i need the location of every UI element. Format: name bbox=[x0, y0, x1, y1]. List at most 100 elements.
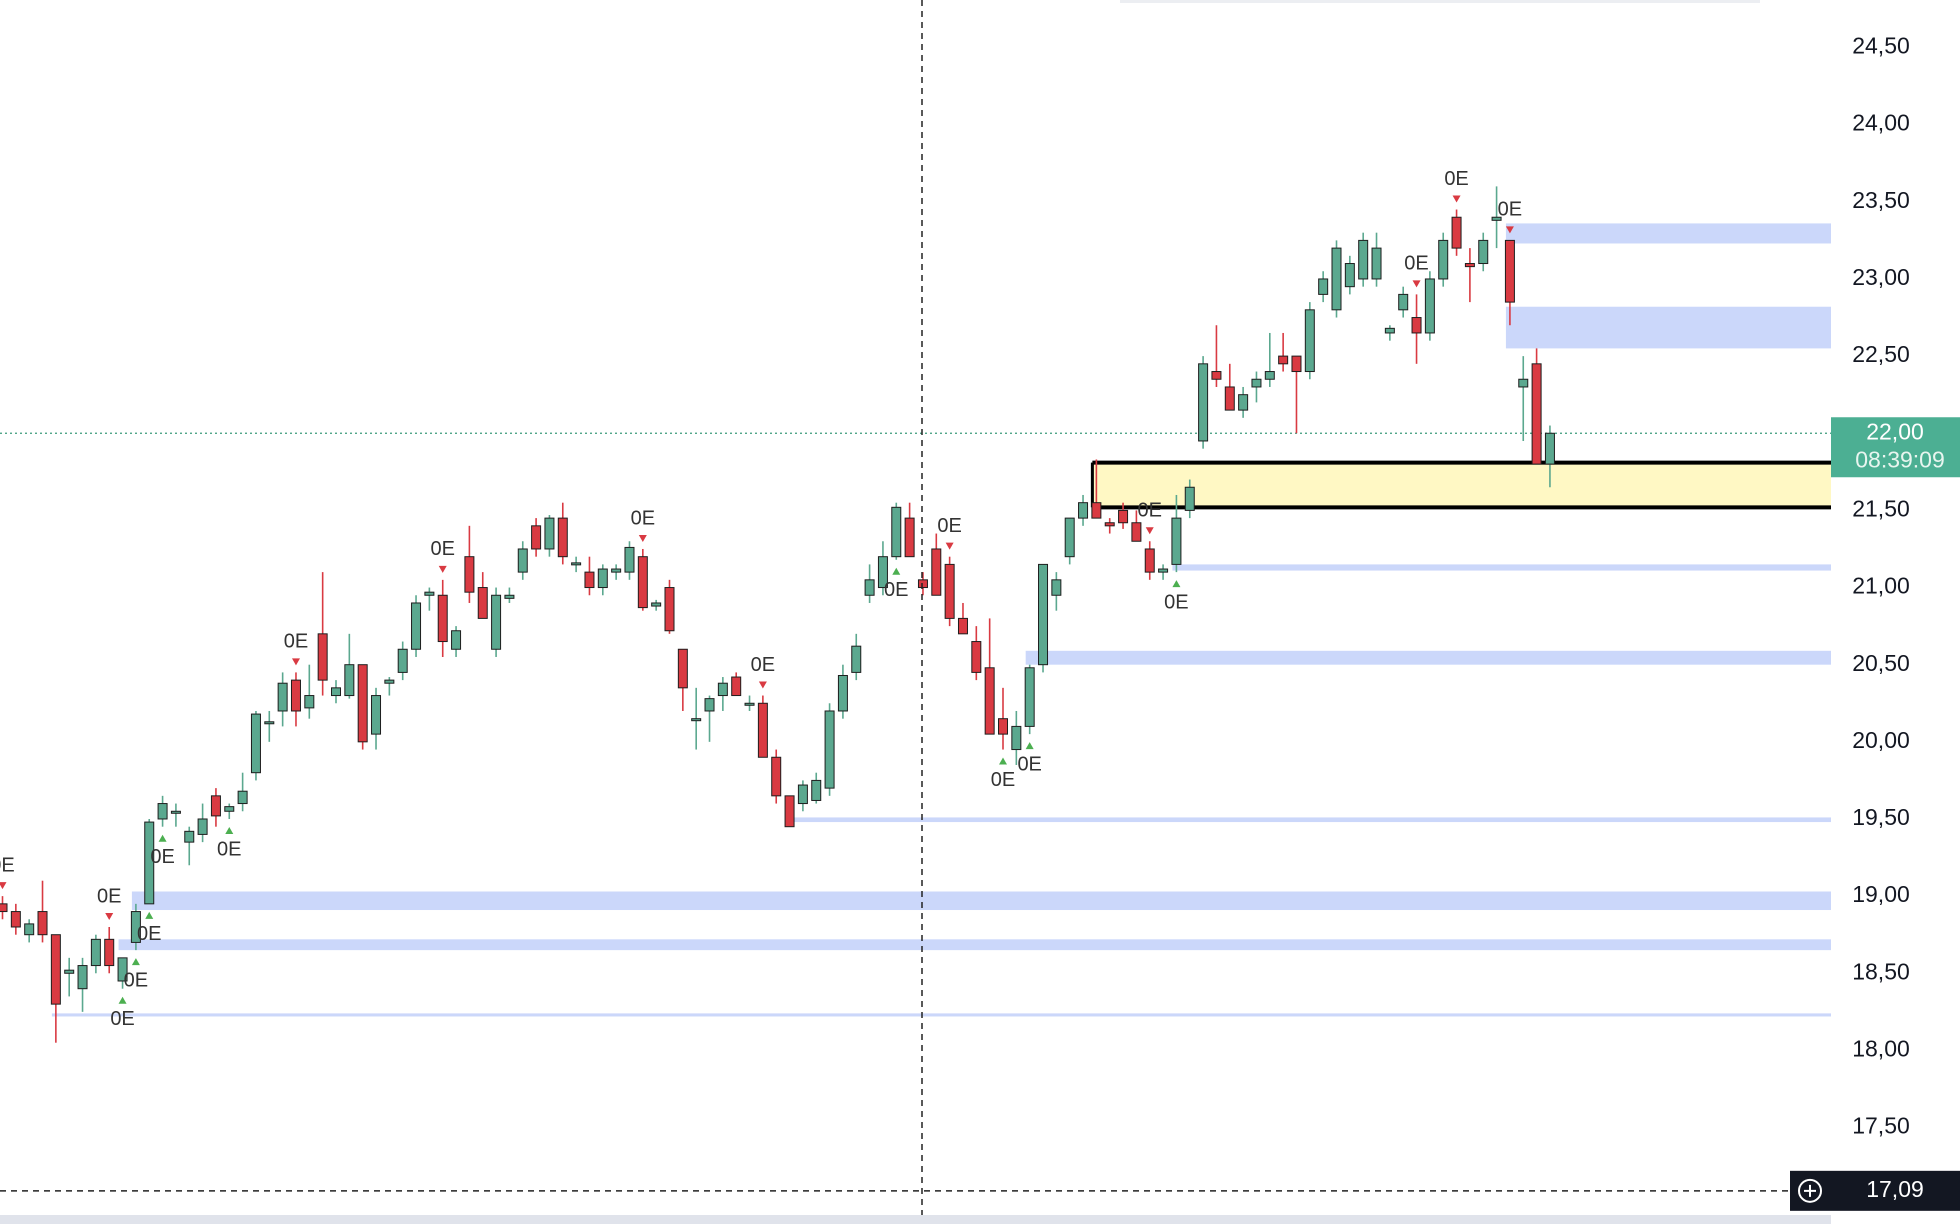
candle-body bbox=[1544, 432, 1555, 465]
candle-body bbox=[717, 682, 728, 697]
candle-body bbox=[1131, 522, 1142, 542]
candle-body bbox=[971, 641, 982, 673]
candle-body bbox=[1478, 239, 1489, 265]
candle-body bbox=[544, 517, 555, 550]
candle-body bbox=[1518, 378, 1529, 388]
candle-body bbox=[1064, 517, 1075, 558]
zone bbox=[1172, 564, 1831, 571]
y-tick-label: 23,50 bbox=[1852, 187, 1910, 213]
annotation: 0E bbox=[150, 846, 174, 868]
signal-arrow-up bbox=[1172, 580, 1181, 588]
y-tick-label: 24,50 bbox=[1852, 33, 1910, 59]
annotation: 0E bbox=[631, 507, 655, 529]
highlight-zone bbox=[1092, 462, 1831, 508]
annotation: 0E bbox=[137, 923, 161, 945]
candle-body bbox=[77, 965, 88, 990]
candle-body bbox=[1198, 363, 1209, 442]
zone bbox=[51, 1013, 1832, 1017]
candle-body bbox=[157, 803, 168, 820]
signal-arrow-up bbox=[892, 567, 901, 575]
candle-body bbox=[757, 702, 768, 758]
candle-body bbox=[1424, 278, 1435, 334]
candle-body bbox=[677, 648, 688, 689]
candle-body bbox=[1371, 247, 1382, 280]
signal-arrow-down bbox=[291, 658, 300, 666]
candle-body bbox=[984, 667, 995, 735]
candle-body bbox=[437, 594, 448, 643]
signal-arrow-up bbox=[145, 911, 154, 919]
zone bbox=[118, 939, 1831, 951]
candle-body bbox=[597, 568, 608, 589]
candle-body bbox=[1211, 371, 1222, 380]
candle-body bbox=[24, 923, 35, 936]
crosshair-price-box bbox=[1831, 1170, 1960, 1211]
candle-body bbox=[1344, 263, 1355, 288]
candle-body bbox=[117, 957, 128, 982]
candle-body bbox=[237, 790, 248, 805]
crosshair-add-icon bbox=[1804, 1184, 1816, 1197]
candle-body bbox=[504, 594, 515, 599]
candle-body bbox=[584, 571, 595, 589]
annotation: 0E bbox=[1164, 591, 1188, 613]
candle-body bbox=[1464, 263, 1475, 268]
last-price-box bbox=[1831, 417, 1960, 478]
candle-body bbox=[0, 903, 8, 913]
zone bbox=[1505, 223, 1831, 244]
annotation: 0E bbox=[1444, 168, 1468, 190]
signal-arrow-down bbox=[1412, 280, 1421, 288]
signal-arrow-down bbox=[758, 681, 767, 689]
candle-body bbox=[1278, 355, 1289, 365]
candle-body bbox=[731, 676, 742, 697]
y-tick-label: 19,00 bbox=[1852, 881, 1910, 907]
candle-body bbox=[1118, 509, 1129, 524]
candle-body bbox=[571, 562, 582, 566]
candle-body bbox=[611, 568, 622, 573]
candle-body bbox=[411, 602, 422, 650]
candle-body bbox=[744, 702, 755, 706]
last-price-label: 22,00 bbox=[1866, 418, 1924, 444]
candle-body bbox=[144, 821, 155, 905]
candle-body bbox=[864, 579, 875, 596]
plot: 0E0E0E0E0E0E0E0E0E0E0E0E0E0E0E0E0E0E0E0E bbox=[0, 168, 1832, 1043]
candle-body bbox=[877, 556, 888, 589]
candle-body bbox=[1384, 327, 1395, 334]
annotation: 0E bbox=[937, 515, 961, 537]
zone bbox=[1025, 650, 1831, 665]
candle-body bbox=[637, 556, 648, 609]
zone bbox=[1505, 306, 1831, 349]
candle-body bbox=[50, 934, 61, 1005]
time-scale-edge bbox=[0, 1215, 1831, 1224]
candle-body bbox=[931, 548, 942, 596]
candle-body bbox=[837, 674, 848, 712]
candle-body bbox=[891, 506, 902, 558]
annotation: 0E bbox=[1017, 753, 1041, 775]
candle-body bbox=[1158, 568, 1169, 573]
annotation: 0E bbox=[110, 1008, 134, 1030]
signal-arrow-down bbox=[1452, 195, 1461, 203]
y-tick-label: 21,50 bbox=[1852, 495, 1910, 521]
candle-body bbox=[451, 630, 462, 650]
candle-body bbox=[464, 556, 475, 593]
candle-body bbox=[1251, 378, 1262, 388]
zone bbox=[131, 891, 1831, 911]
candle-body bbox=[1411, 317, 1422, 334]
annotation: 0E bbox=[430, 538, 454, 560]
candle-body bbox=[184, 830, 195, 843]
candle-body bbox=[784, 795, 795, 828]
signal-arrow-up bbox=[131, 958, 140, 966]
y-tick-label: 24,00 bbox=[1852, 110, 1910, 136]
candle-body bbox=[1291, 355, 1302, 373]
candle-body bbox=[557, 517, 568, 558]
candle-body bbox=[1318, 278, 1329, 295]
signal-arrow-up bbox=[1025, 742, 1034, 750]
candle-body bbox=[1491, 216, 1502, 221]
candle-body bbox=[104, 938, 115, 967]
candle-body bbox=[651, 602, 662, 607]
candle-body bbox=[998, 718, 1008, 735]
candle-body bbox=[917, 579, 928, 589]
signal-arrow-up bbox=[118, 996, 127, 1004]
annotation: 0E bbox=[124, 969, 148, 991]
candle-body bbox=[1504, 239, 1515, 303]
